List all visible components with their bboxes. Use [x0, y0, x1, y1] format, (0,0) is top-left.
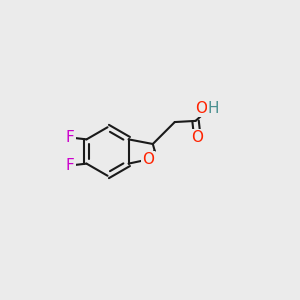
Text: F: F: [66, 130, 75, 145]
Text: O: O: [142, 152, 154, 167]
Text: F: F: [66, 158, 75, 173]
Text: H: H: [208, 101, 219, 116]
Text: O: O: [191, 130, 203, 145]
Text: O: O: [195, 101, 207, 116]
